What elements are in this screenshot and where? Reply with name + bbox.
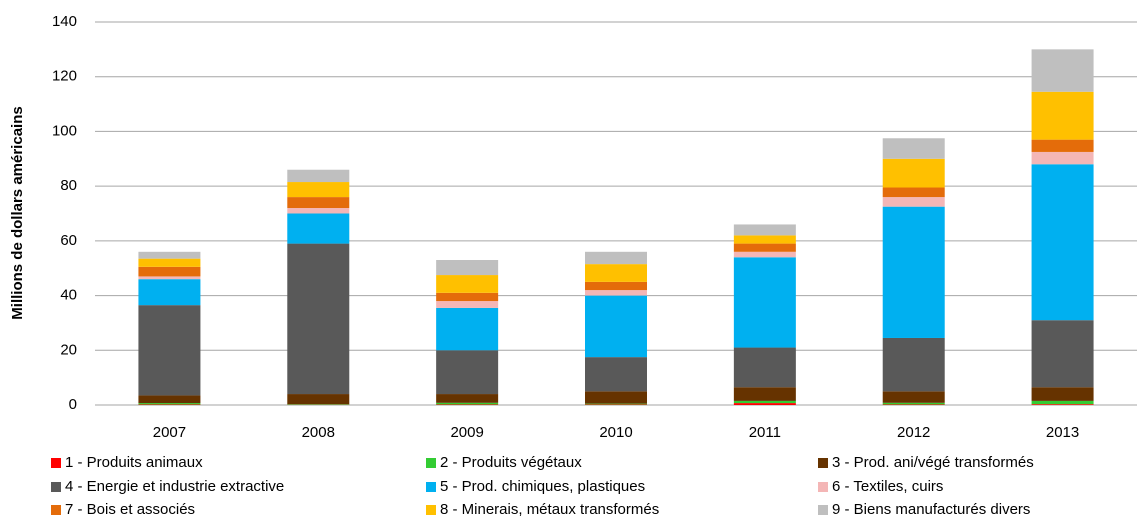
bar-segment (1032, 152, 1094, 164)
legend-label: 7 - Bois et associés (65, 501, 195, 518)
bar-segment (138, 279, 200, 305)
bar-segment (883, 403, 945, 405)
bar-segment (585, 404, 647, 405)
legend-swatch (51, 458, 61, 468)
bar-segment (138, 252, 200, 259)
bar-segment (883, 197, 945, 207)
bar-segment (287, 197, 349, 208)
y-tick-label: 100 (52, 122, 77, 139)
x-tick-label: 2011 (749, 424, 781, 441)
bar-segment (734, 387, 796, 401)
legend-label: 4 - Energie et industrie extractive (65, 478, 284, 495)
bar-segment (436, 350, 498, 394)
legend-swatch (426, 458, 436, 468)
legend-label: 2 - Produits végétaux (440, 454, 582, 471)
y-tick-label: 80 (60, 177, 77, 194)
y-tick-label: 120 (52, 68, 77, 85)
bar-segment (1032, 320, 1094, 387)
bar-segment (883, 391, 945, 402)
legend-swatch (51, 505, 61, 515)
legend-swatch (51, 482, 61, 492)
bar-segment (585, 282, 647, 290)
bar-segment (734, 348, 796, 388)
legend-swatch (426, 482, 436, 492)
legend-swatch (818, 482, 828, 492)
bar-segment (585, 357, 647, 391)
bar-segment (138, 259, 200, 267)
bar-segment (734, 235, 796, 243)
bar-segment (734, 403, 796, 405)
y-tick-label: 20 (60, 341, 77, 358)
bar-segment (883, 338, 945, 391)
legend-swatch (818, 458, 828, 468)
bar-segment (734, 401, 796, 403)
bar-segment (585, 264, 647, 282)
bar-segment (734, 244, 796, 252)
bar-segment (287, 214, 349, 244)
bar-segment (1032, 401, 1094, 404)
bar-segment (1032, 387, 1094, 401)
bar-segment (138, 276, 200, 279)
bar-segment (436, 260, 498, 275)
y-axis-label: Millions de dollars américains (9, 106, 26, 319)
bar-segment (436, 404, 498, 405)
legend-swatch (426, 505, 436, 515)
bar-segment (287, 170, 349, 182)
y-tick-label: 0 (69, 396, 77, 413)
bar-segment (1032, 404, 1094, 405)
bar-segment (287, 404, 349, 405)
x-tick-label: 2012 (897, 424, 930, 441)
legend-swatch (818, 505, 828, 515)
bar-segment (138, 395, 200, 403)
bar-segment (734, 257, 796, 347)
bar-segment (585, 290, 647, 295)
bar-segment (883, 404, 945, 405)
bar-segment (138, 267, 200, 277)
legend-label: 6 - Textiles, cuirs (832, 478, 943, 495)
bar-segment (585, 404, 647, 405)
bar-segment (734, 252, 796, 257)
bar-segment (585, 296, 647, 358)
y-tick-label: 40 (60, 287, 77, 304)
bar-segment (287, 244, 349, 394)
bar-segment (287, 182, 349, 197)
bar-segment (883, 138, 945, 159)
bar-segment (436, 275, 498, 293)
legend-label: 5 - Prod. chimiques, plastiques (440, 478, 645, 495)
x-tick-label: 2010 (599, 424, 632, 441)
x-tick-label: 2007 (153, 424, 186, 441)
bar-segment (883, 207, 945, 338)
x-tick-label: 2009 (450, 424, 483, 441)
legend-label: 9 - Biens manufacturés divers (832, 501, 1030, 518)
bar-segment (436, 308, 498, 350)
bar-segment (436, 403, 498, 405)
bar-segment (436, 301, 498, 308)
y-tick-label: 60 (60, 232, 77, 249)
bar-segment (436, 394, 498, 403)
legend-label: 3 - Prod. ani/végé transformés (832, 454, 1034, 471)
bar-segment (1032, 92, 1094, 140)
bar-segment (734, 224, 796, 235)
legend-label: 1 - Produits animaux (65, 454, 203, 471)
bar-segment (1032, 140, 1094, 152)
bar-segment (585, 252, 647, 264)
bar-segment (287, 394, 349, 404)
x-tick-label: 2013 (1046, 424, 1079, 441)
x-tick-label: 2008 (302, 424, 335, 441)
bar-segment (138, 404, 200, 405)
bar-segment (436, 293, 498, 301)
bar-segment (138, 403, 200, 404)
bar-segment (883, 159, 945, 188)
bar-segment (1032, 49, 1094, 91)
bar-segment (883, 188, 945, 198)
bar-segment (287, 208, 349, 213)
bar-segment (138, 305, 200, 395)
legend-label: 8 - Minerais, métaux transformés (440, 501, 659, 518)
y-tick-label: 140 (52, 13, 77, 30)
bar-segment (1032, 164, 1094, 320)
bar-segment (585, 391, 647, 403)
